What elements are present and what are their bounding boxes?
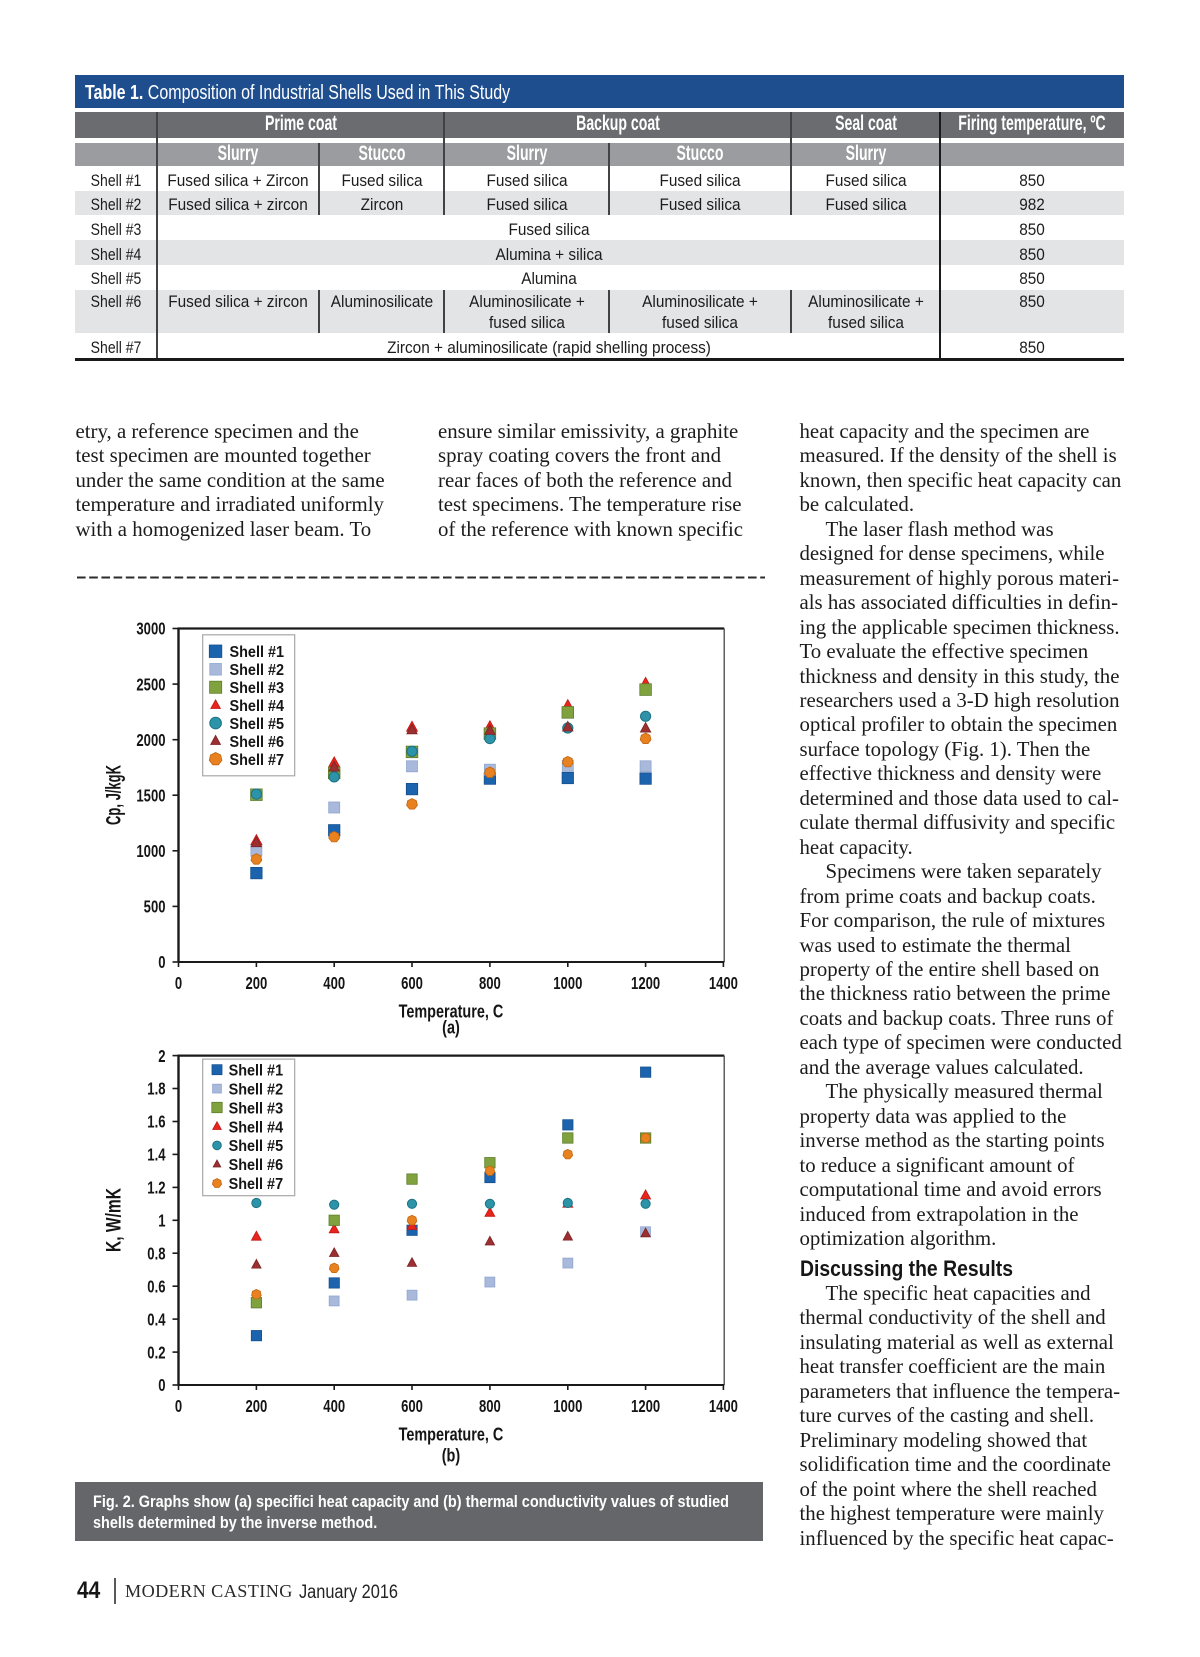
svg-text:Temperature, C: Temperature, C (399, 1424, 504, 1445)
svg-text:Shell #7: Shell #7 (229, 1176, 284, 1193)
svg-text:1200: 1200 (631, 974, 660, 993)
svg-text:(b): (b) (442, 1445, 460, 1466)
svg-text:1.2: 1.2 (147, 1179, 165, 1198)
svg-text:Shell #1: Shell #1 (230, 644, 285, 661)
svg-text:1.6: 1.6 (147, 1113, 165, 1132)
svg-text:2500: 2500 (136, 676, 165, 695)
svg-text:1200: 1200 (631, 1397, 660, 1416)
svg-text:1.4: 1.4 (147, 1146, 165, 1165)
svg-text:Shell #6: Shell #6 (230, 734, 285, 751)
svg-text:0.4: 0.4 (147, 1311, 165, 1330)
svg-text:400: 400 (323, 1397, 345, 1416)
svg-text:Shell #4: Shell #4 (230, 698, 285, 715)
svg-text:Shell #7: Shell #7 (230, 752, 285, 769)
svg-text:1000: 1000 (553, 974, 582, 993)
svg-text:0: 0 (158, 1376, 166, 1395)
svg-text:K, W/mK: K, W/mK (101, 1188, 125, 1252)
svg-text:0: 0 (175, 974, 183, 993)
svg-text:400: 400 (323, 974, 345, 993)
svg-text:3000: 3000 (136, 620, 165, 639)
svg-text:1400: 1400 (709, 1397, 738, 1416)
svg-text:Shell #2: Shell #2 (230, 662, 285, 679)
svg-text:1.8: 1.8 (147, 1080, 165, 1099)
svg-text:0: 0 (175, 1397, 183, 1416)
svg-text:1400: 1400 (709, 974, 738, 993)
svg-text:Shell #3: Shell #3 (230, 680, 285, 697)
svg-text:Cp, J/kgK: Cp, J/kgK (101, 765, 125, 825)
svg-text:0.8: 0.8 (147, 1245, 165, 1264)
svg-text:Shell #1: Shell #1 (229, 1063, 284, 1080)
svg-text:500: 500 (144, 898, 166, 917)
svg-text:2000: 2000 (136, 731, 165, 750)
svg-text:800: 800 (479, 974, 501, 993)
svg-text:2: 2 (158, 1047, 166, 1066)
svg-text:200: 200 (245, 1397, 267, 1416)
svg-text:Shell #5: Shell #5 (229, 1138, 284, 1155)
svg-text:Temperature, C: Temperature, C (399, 1001, 504, 1022)
svg-text:800: 800 (479, 1397, 501, 1416)
svg-text:0.2: 0.2 (147, 1344, 165, 1363)
svg-text:600: 600 (401, 974, 423, 993)
svg-text:200: 200 (245, 974, 267, 993)
svg-text:0: 0 (158, 953, 166, 972)
svg-text:Shell #2: Shell #2 (229, 1081, 284, 1098)
svg-text:600: 600 (401, 1397, 423, 1416)
svg-text:1500: 1500 (136, 787, 165, 806)
svg-text:0.6: 0.6 (147, 1278, 165, 1297)
svg-text:1: 1 (158, 1212, 166, 1231)
svg-text:Shell #5: Shell #5 (230, 716, 285, 733)
svg-text:(a): (a) (442, 1017, 460, 1038)
svg-text:Shell #4: Shell #4 (229, 1119, 284, 1136)
svg-text:1000: 1000 (136, 842, 165, 861)
svg-text:Shell #6: Shell #6 (229, 1157, 284, 1174)
svg-text:Shell #3: Shell #3 (229, 1100, 284, 1117)
svg-text:1000: 1000 (553, 1397, 582, 1416)
